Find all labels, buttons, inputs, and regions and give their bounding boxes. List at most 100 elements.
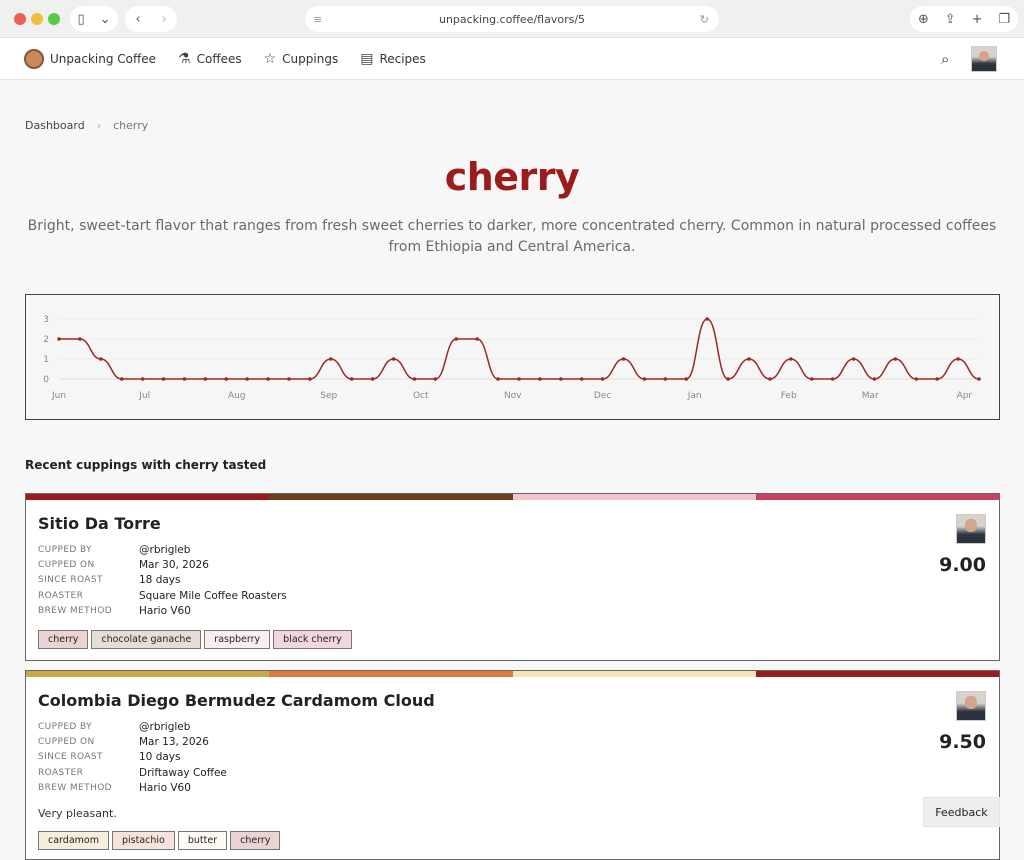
data-point (809, 377, 814, 381)
detail-value: @rbrigleb (139, 721, 191, 733)
cupper-avatar (956, 514, 986, 544)
flavor-tag[interactable]: cherry (38, 630, 89, 650)
detail-row-cupped-on: CUPPED ON Mar 30, 2026 (38, 558, 999, 573)
share-icon[interactable]: ⇪ (944, 11, 956, 27)
cupping-card[interactable]: Colombia Diego Bermudez Cardamom Cloud 9.… (25, 670, 1000, 860)
cupper-avatar (956, 691, 986, 721)
flavor-tag[interactable]: cherry (230, 831, 281, 851)
flavor-tag[interactable]: black cherry (273, 630, 352, 650)
color-segment (755, 494, 999, 500)
user-avatar[interactable] (971, 46, 997, 72)
forward-button[interactable]: › (161, 11, 167, 27)
detail-value: 10 days (139, 751, 181, 764)
flavor-tags: cherry chocolate ganache raspberry black ch… (38, 630, 999, 650)
data-point (119, 377, 124, 381)
data-point (308, 377, 312, 381)
detail-row-since-roast: SINCE ROAST 18 days (38, 573, 999, 588)
nav-recipes[interactable]: ▤ Recipes (360, 51, 426, 67)
color-segment (512, 671, 756, 677)
data-point (914, 377, 919, 381)
detail-row-brew-method: BREW METHOD Hario V60 (38, 604, 999, 619)
nav-cuppings[interactable]: ☆ Cuppings (264, 51, 339, 67)
nav-label: Recipes (379, 51, 426, 66)
back-button[interactable]: ‹ (135, 11, 141, 27)
detail-label: CUPPED ON (38, 737, 95, 748)
data-point (57, 337, 61, 341)
flavor-tag[interactable]: cardamom (38, 831, 109, 851)
data-point (559, 377, 563, 381)
page-icon: ≡ (313, 12, 323, 26)
flavor-tag[interactable]: raspberry (204, 630, 271, 650)
data-point (747, 357, 751, 361)
feedback-button[interactable]: Feedback (923, 797, 1000, 827)
x-tick-label: Jul (138, 391, 150, 401)
data-point (977, 377, 981, 381)
detail-label: CUPPED BY (38, 545, 92, 555)
url-text: unpacking.coffee/flavors/5 (438, 12, 586, 26)
series-line (58, 318, 980, 380)
detail-value: Hario V60 (139, 604, 191, 617)
download-icon[interactable]: ⊕ (917, 11, 929, 27)
minimize-window-button[interactable] (31, 13, 43, 25)
detail-row-brew-method: BREW METHOD Hario V60 (38, 781, 999, 796)
x-tick-label: Mar (862, 391, 879, 401)
search-icon[interactable]: ⌕ (941, 50, 950, 68)
new-tab-icon[interactable]: + (971, 11, 983, 27)
flavor-frequency-chart: 0 1 2 3 Jun Jul Aug Sep Oct Nov Dec Jan Feb Mar Apr (25, 294, 1000, 420)
detail-label: SINCE ROAST (38, 752, 103, 763)
detail-value: Mar 13, 2026 (139, 736, 209, 749)
app-nav: Unpacking Coffee ⚗ Coffees ☆ Cuppings ▤ Rec… (0, 38, 1024, 80)
detail-value: @rbrigleb (139, 544, 191, 556)
detail-label: BREW METHOD (38, 782, 113, 793)
data-point (203, 377, 208, 381)
detail-label: CUPPED BY (38, 722, 92, 732)
data-point (496, 377, 500, 381)
cupping-card[interactable]: Sitio Da Torre 9.00 CUPPED BY @rbrigleb CUPP… (25, 493, 1000, 661)
data-point (329, 357, 333, 361)
nav-coffees[interactable]: ⚗ Coffees (178, 51, 242, 67)
cupping-score: 9.50 (939, 731, 986, 753)
data-point (517, 377, 521, 381)
cupping-score: 9.00 (939, 554, 986, 576)
x-tick-label: Feb (781, 391, 797, 401)
x-tick-label: Nov (504, 391, 522, 401)
breadcrumb-current: cherry (113, 119, 149, 132)
flavor-tags: cardamom pistachio butter cherry (38, 831, 999, 851)
x-tick-label: Sep (320, 391, 337, 401)
zoom-window-button[interactable] (48, 13, 60, 25)
reload-icon[interactable]: ↻ (699, 12, 709, 26)
data-point (789, 357, 793, 361)
address-bar[interactable]: ≡ unpacking.coffee/flavors/5 ↻ (305, 6, 719, 32)
tabs-icon[interactable]: ❐ (998, 11, 1011, 27)
brand-link[interactable]: Unpacking Coffee (24, 48, 156, 69)
y-tick-label: 3 (43, 315, 49, 325)
detail-row-since-roast: SINCE ROAST 10 days (38, 750, 999, 765)
data-point (872, 377, 877, 381)
flask-icon: ⚗ (178, 50, 191, 67)
x-tick-label: Jan (687, 391, 702, 401)
data-point (956, 357, 960, 361)
breadcrumb-dashboard[interactable]: Dashboard (25, 119, 85, 132)
data-point (851, 357, 856, 361)
coffee-name[interactable]: Sitio Da Torre (38, 514, 161, 533)
color-segment (269, 671, 513, 677)
data-point (245, 377, 249, 381)
data-point (349, 377, 354, 381)
chart-svg: 0 1 2 3 Jun Jul Aug Sep Oct Nov Dec Jan Feb Mar Apr (43, 315, 981, 401)
data-point (78, 337, 82, 341)
y-tick-label: 1 (43, 355, 49, 365)
nav-label: Coffees (196, 51, 242, 66)
x-tick-label: Jun (51, 391, 66, 401)
detail-value: Square Mile Coffee Roasters (139, 589, 287, 602)
detail-row-roaster: ROASTER Square Mile Coffee Roasters (38, 589, 999, 604)
flavor-tag[interactable]: butter (177, 831, 228, 851)
coffee-name[interactable]: Colombia Diego Bermudez Cardamom Cloud (38, 691, 435, 710)
sidebar-toggle-button[interactable]: ▯ ⌄ (70, 6, 118, 32)
flavor-tag[interactable]: chocolate ganache (91, 630, 202, 650)
data-point (391, 357, 396, 361)
data-point (266, 377, 270, 381)
detail-row-cupped-by: CUPPED BY @rbrigleb (38, 543, 999, 558)
detail-row-cupped-by: CUPPED BY @rbrigleb (38, 720, 999, 735)
flavor-tag[interactable]: pistachio (111, 831, 175, 851)
close-window-button[interactable] (14, 13, 26, 25)
